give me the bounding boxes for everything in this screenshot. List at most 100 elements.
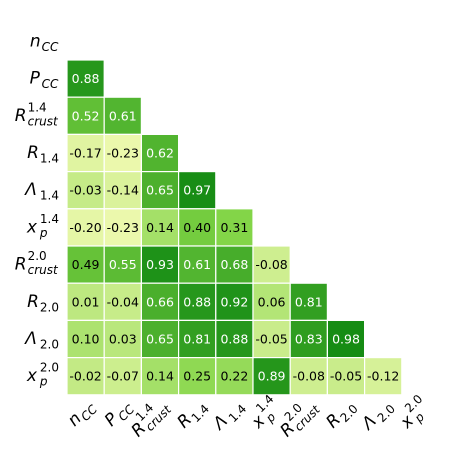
cell-label: -0.20: [69, 220, 101, 235]
cell-label: 0.49: [72, 257, 100, 272]
cell-label: 0.10: [72, 332, 100, 347]
label-base: Λ: [23, 180, 37, 200]
heatmap-cell: [215, 357, 254, 396]
cell-label: 0.88: [220, 332, 248, 347]
cell-label: 0.89: [258, 369, 286, 384]
cell-label: 0.65: [146, 332, 174, 347]
column-label: xp2.0: [396, 392, 427, 433]
label-sup: 2.0: [28, 249, 47, 263]
label-base: R: [27, 292, 39, 312]
column-label: R1.4: [174, 402, 212, 433]
cell-label: -0.02: [69, 369, 101, 384]
heatmap-cell: [103, 282, 142, 322]
cell-label: 0.88: [183, 294, 211, 309]
heatmap-cell: [66, 319, 105, 359]
heatmap-cell: [178, 171, 217, 210]
cell-label: -0.07: [107, 369, 139, 384]
cell-label: 0.52: [72, 108, 100, 123]
label-sup: 2.0: [402, 392, 425, 415]
label-sup: 1.4: [28, 100, 47, 114]
cell-label: -0.05: [330, 369, 362, 384]
label-sub: 2.0: [375, 402, 398, 425]
heatmap-cell: [66, 245, 105, 284]
heatmap-cell: [215, 245, 254, 284]
cell-label: 0.22: [220, 369, 248, 384]
row-label: x p1.4: [26, 212, 59, 240]
label-base: R: [15, 106, 27, 126]
cell-label: 0.55: [109, 257, 137, 272]
cell-label: -0.23: [107, 146, 139, 161]
cell-label: -0.04: [107, 294, 139, 309]
cell-label: 0.88: [72, 71, 100, 86]
label-base: R: [15, 255, 27, 275]
cell-label: -0.08: [255, 257, 287, 272]
cell-label: 0.81: [295, 294, 323, 309]
cell-label: -0.12: [367, 369, 399, 384]
label-base: R: [27, 143, 39, 163]
row-label: x p2.0: [26, 361, 59, 389]
cell-label: -0.05: [255, 332, 287, 347]
heatmap-cell: [252, 357, 291, 396]
heatmap-cell: [326, 319, 366, 359]
label-sup: 1.4: [40, 212, 59, 226]
label-base: x: [26, 366, 38, 386]
heatmap-cell: [66, 96, 105, 135]
heatmap-cell: [252, 282, 291, 322]
row-label: Λ 1.4: [23, 180, 59, 203]
row-label: P CC: [30, 69, 59, 92]
label-sub: CC: [42, 40, 59, 54]
heatmap-cell: [66, 59, 105, 98]
label-sub: crust: [28, 114, 59, 128]
column-label: nCC: [64, 402, 101, 431]
cell-label: 0.14: [146, 220, 174, 235]
row-label: R 1.4: [27, 143, 59, 166]
label-sub: 2.0: [40, 300, 59, 314]
cell-label: 0.61: [183, 257, 211, 272]
label-sup: 2.0: [40, 361, 59, 375]
row-label: n CC: [30, 31, 59, 54]
heatmap-cell: [66, 282, 105, 322]
column-label: Λ1.4: [208, 402, 249, 435]
label-sub: 2.0: [40, 338, 59, 352]
heatmap-cell: [103, 171, 142, 210]
cell-label: 0.65: [146, 183, 174, 198]
label-base: n: [30, 31, 41, 51]
cell-label: 0.98: [332, 332, 360, 347]
heatmap-cell: [178, 357, 217, 396]
label-sub: crust: [28, 263, 59, 277]
heatmap-cell: [178, 208, 217, 247]
cell-label: 0.62: [146, 146, 174, 161]
cell-label: 0.81: [183, 332, 211, 347]
heatmap-cell: [364, 357, 403, 396]
cell-label: 0.66: [146, 294, 174, 309]
heatmap-cell: [178, 245, 217, 284]
label-sub: CC: [42, 77, 59, 91]
cell-label: 0.40: [183, 220, 211, 235]
cell-label: 0.06: [258, 294, 286, 309]
heatmap-cell: [140, 319, 180, 359]
label-sub: p: [39, 375, 48, 389]
cell-label: 0.83: [295, 332, 323, 347]
cell-label: 0.14: [146, 369, 174, 384]
cell-label: 0.61: [109, 108, 137, 123]
label-base: Λ: [23, 329, 37, 349]
label-base: x: [26, 217, 38, 237]
cell-label: -0.14: [107, 183, 139, 198]
column-label: R2.0: [322, 402, 360, 433]
cell-label: 0.31: [220, 220, 248, 235]
label-base: P: [30, 69, 41, 89]
cell-label: 0.97: [183, 183, 211, 198]
cell-label: -0.23: [107, 220, 139, 235]
heatmap-cell: [103, 357, 142, 396]
heatmap-cell: [66, 357, 105, 396]
heatmap-cell: [103, 245, 142, 284]
row-label: R 2.0: [27, 292, 59, 315]
heatmap-cell: [140, 133, 180, 173]
label-sub: p: [39, 226, 48, 240]
cell-label: 0.25: [183, 369, 211, 384]
